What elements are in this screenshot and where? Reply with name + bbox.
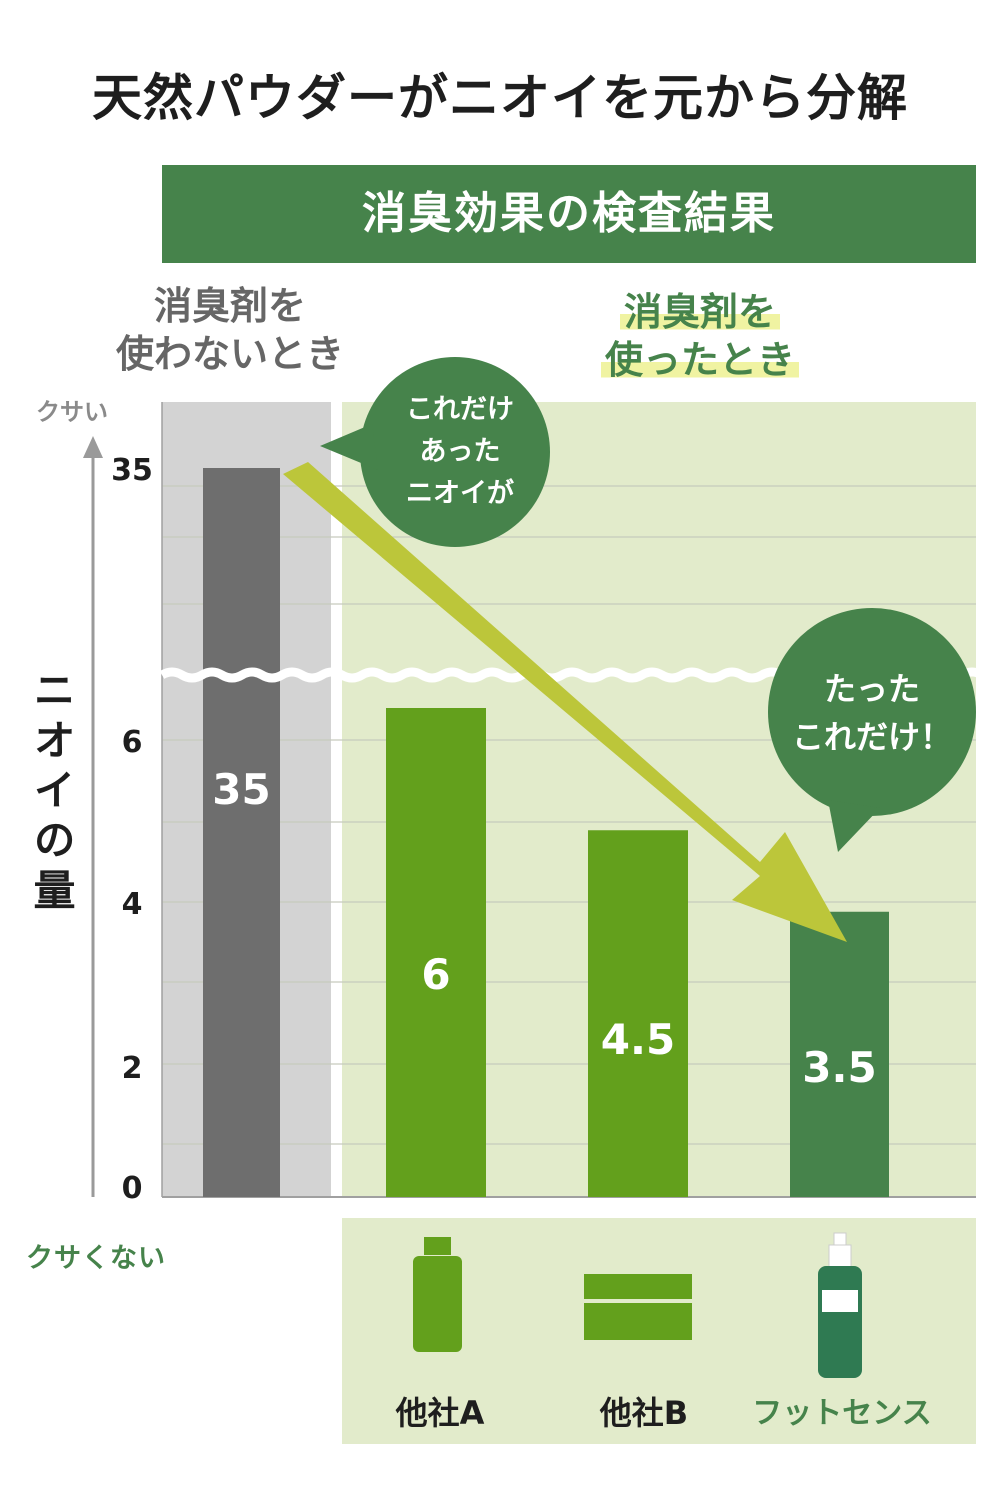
- product-label-a: 他社A: [395, 1394, 485, 1432]
- y-tick-label-35: 35: [111, 453, 153, 488]
- bar-value-label-1: 6: [421, 950, 450, 999]
- bar-value-label-3: 3.5: [802, 1043, 876, 1092]
- bar-0: [203, 468, 280, 1197]
- spray-nozzle-icon: [833, 1232, 847, 1246]
- bar-1: [386, 708, 486, 1197]
- bottle-cap-icon: [424, 1237, 451, 1255]
- bottle-body-icon: [413, 1256, 462, 1352]
- speech-bubble-2-tail: [828, 800, 880, 852]
- spray-label-icon: [822, 1290, 858, 1312]
- condition-without-line2: 使わないとき: [115, 332, 344, 376]
- speech-bubble-1-tail: [320, 424, 378, 470]
- page-title: 天然パウダーがニオイを元から分解: [92, 69, 908, 127]
- bar-value-label-0: 35: [212, 765, 270, 814]
- product-label-footsense: フットセンス: [752, 1396, 932, 1431]
- bar-2: [588, 830, 688, 1197]
- bar-value-label-2: 4.5: [601, 1015, 675, 1064]
- y-axis-arrowhead: [83, 436, 103, 458]
- axis-bottom-label: クサくない: [26, 1243, 166, 1274]
- spray-neck-icon: [828, 1244, 852, 1268]
- decrease-arrow: [283, 462, 847, 942]
- speech-bubble-2: [768, 608, 976, 816]
- speech-bubble-2-line-1: これだけ！: [792, 718, 952, 756]
- y-tick-label-2: 2: [122, 1051, 143, 1086]
- condition-without-line1: 消臭剤を: [153, 284, 306, 328]
- spray-bottle-icon: [818, 1266, 862, 1378]
- condition-with-label: 消臭剤を 使ったとき: [580, 288, 820, 384]
- y-tick-label-6: 6: [122, 725, 143, 760]
- speech-bubble-2-line-0: たった: [824, 670, 920, 708]
- speech-bubble-1-line-2: ニオイが: [406, 477, 514, 509]
- speech-bubble-1-line-1: あった: [420, 436, 501, 467]
- box-icon: [584, 1274, 692, 1340]
- product-label-b: 他社B: [599, 1394, 689, 1432]
- condition-with-line1: 消臭剤を: [619, 290, 780, 334]
- speech-bubble-1-line-0: これだけ: [406, 394, 514, 425]
- bar-3: [790, 911, 889, 1197]
- y-axis-label: ニオイの量: [27, 668, 76, 918]
- speech-bubble-1: [360, 357, 550, 547]
- condition-without-label: 消臭剤を 使わないとき: [100, 282, 360, 378]
- y-tick-label-4: 4: [122, 887, 143, 922]
- axis-top-label: クサい: [36, 398, 108, 426]
- chart-title-band: 消臭効果の検査結果: [162, 165, 976, 263]
- condition-with-line2: 使ったとき: [600, 338, 799, 382]
- y-tick-label-0: 0: [122, 1171, 143, 1206]
